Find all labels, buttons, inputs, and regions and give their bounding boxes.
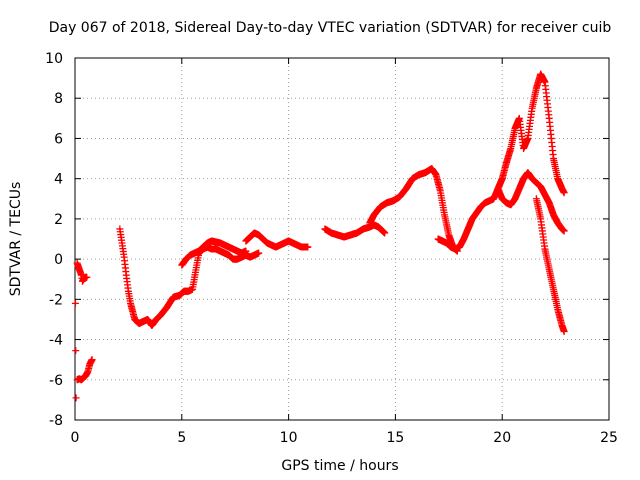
x-tick-label: 15	[386, 430, 404, 446]
y-tick-label: -6	[49, 373, 63, 389]
data-point	[560, 328, 568, 336]
x-tick-label: 0	[71, 430, 80, 446]
plot-frame	[74, 57, 610, 421]
x-tick-label: 10	[280, 430, 298, 446]
series-seg-main	[116, 225, 263, 329]
y-tick-label: 2	[54, 212, 63, 228]
ticks: 0 5 10 15 20 25 -8 -6 -4 -2 0 2 4 6 8 10	[45, 51, 618, 446]
y-tick-label: 8	[54, 91, 63, 107]
y-tick-label: 0	[54, 252, 63, 268]
x-tick-label: 25	[600, 430, 618, 446]
series-seg-peak	[498, 70, 568, 197]
x-axis-title: GPS time / hours	[281, 458, 398, 474]
y-tick-label: 6	[54, 131, 63, 147]
series-seg-main-upper	[178, 237, 250, 269]
y-axis-title: SDTVAR / TECUs	[8, 182, 24, 297]
series-seg-mid	[242, 229, 312, 251]
series-seg-start	[71, 299, 80, 402]
y-tick-label: -4	[49, 333, 63, 349]
data-point	[560, 189, 568, 197]
series-seg-dip	[434, 175, 506, 253]
data-point	[560, 227, 568, 235]
series-seg-lower-late	[494, 169, 568, 235]
data-point	[88, 356, 96, 364]
data-point	[72, 394, 80, 402]
data-point	[71, 299, 79, 307]
series-seg-fall	[532, 195, 568, 336]
series-seg-afternoon	[321, 221, 389, 241]
data-points	[71, 70, 568, 402]
y-tick-label: 10	[45, 51, 63, 67]
series-seg-rise	[366, 165, 461, 255]
data-point	[381, 229, 389, 237]
series-seg-early-a	[73, 259, 91, 285]
data-point	[255, 249, 263, 257]
y-tick-label: -2	[49, 292, 63, 308]
y-tick-label: -8	[49, 413, 63, 429]
data-point	[242, 247, 250, 255]
chart-title: Day 067 of 2018, Sidereal Day-to-day VTE…	[49, 20, 612, 36]
x-tick-label: 5	[177, 430, 186, 446]
x-tick-label: 20	[493, 430, 511, 446]
grid	[75, 58, 609, 420]
data-point	[304, 243, 312, 251]
y-tick-label: 4	[54, 172, 63, 188]
data-point	[83, 273, 91, 281]
series-seg-early-b	[73, 356, 96, 384]
data-point	[72, 347, 80, 355]
